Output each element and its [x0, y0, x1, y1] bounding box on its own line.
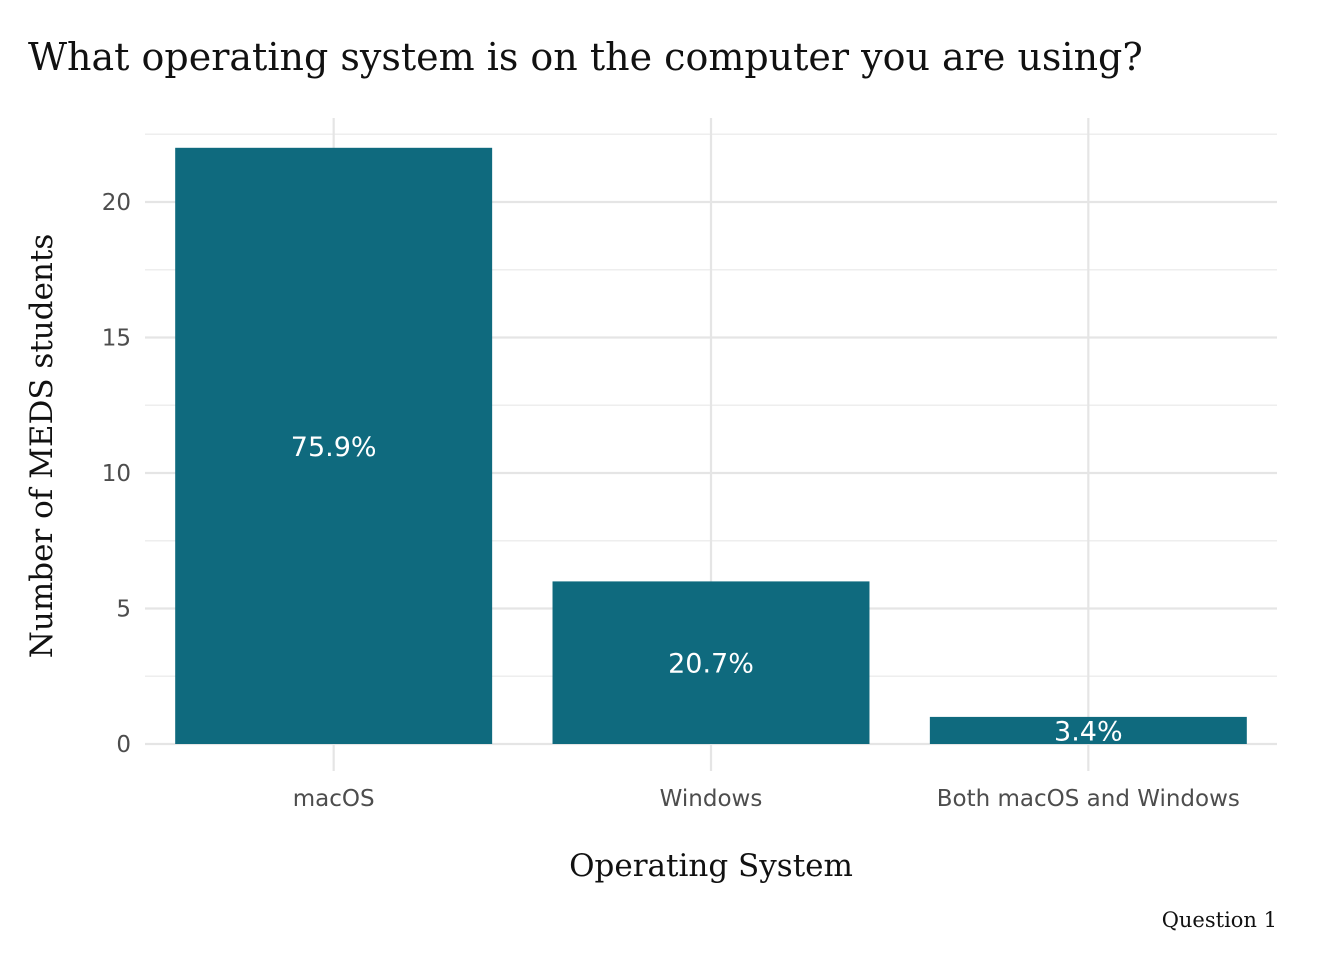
y-tick-label: 5	[116, 597, 131, 623]
y-axis-title: Number of MEDS students	[24, 234, 60, 659]
bar-value-label: 20.7%	[668, 649, 754, 680]
y-axis-ticks: 0 5 10 15 20	[102, 190, 131, 758]
bar-both-macos-and-windows	[929, 716, 1247, 744]
y-tick-label: 15	[102, 326, 131, 352]
x-tick-label: Both macOS and Windows	[937, 786, 1240, 812]
x-axis-ticks: macOS Windows Both macOS and Windows	[293, 786, 1240, 812]
x-tick-label: macOS	[293, 786, 375, 812]
caption: Question 1	[1162, 908, 1277, 932]
x-axis-title: Operating System	[569, 848, 853, 884]
bar-value-label: 3.4%	[1054, 716, 1123, 747]
bar-labels: 75.9% 20.7% 3.4%	[291, 432, 1123, 748]
bar-value-label: 75.9%	[291, 432, 377, 463]
y-tick-label: 20	[102, 190, 131, 216]
bars	[175, 147, 1247, 745]
y-tick-label: 10	[102, 461, 131, 487]
chart-title: What operating system is on the computer…	[28, 35, 1143, 79]
y-tick-label: 0	[116, 732, 131, 758]
bar-macos	[175, 147, 493, 745]
bar-windows	[552, 581, 870, 744]
x-tick-label: Windows	[660, 786, 763, 812]
